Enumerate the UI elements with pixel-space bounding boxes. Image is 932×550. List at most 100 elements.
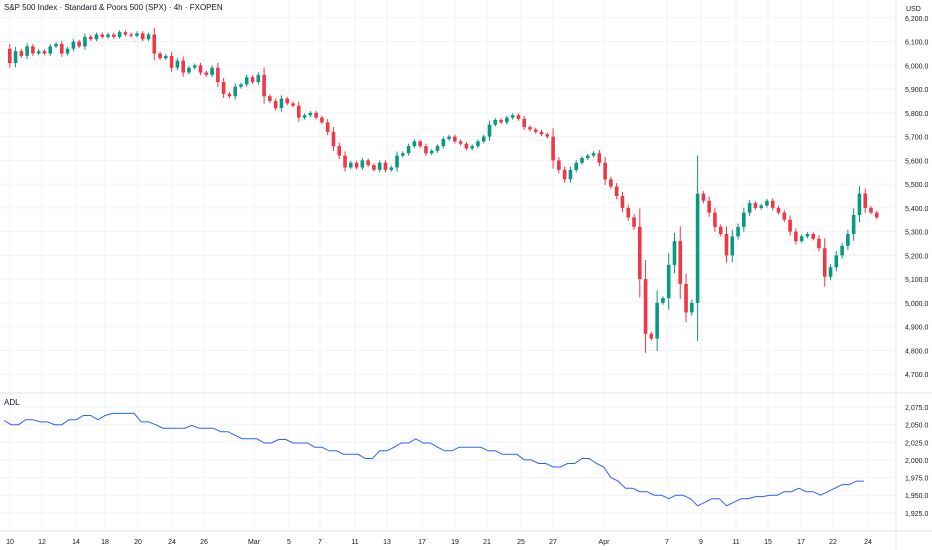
candle-body <box>493 120 498 125</box>
candle-body <box>262 74 266 97</box>
candle-body <box>874 212 879 218</box>
candle-body <box>794 231 798 242</box>
candle-body <box>805 234 810 237</box>
candle-body <box>551 136 555 161</box>
candle-body <box>747 203 752 213</box>
candle-body <box>557 160 561 170</box>
candle-body <box>331 131 336 147</box>
x-tick-label: 12 <box>38 539 46 546</box>
candle-body <box>320 117 324 123</box>
candle-body <box>279 98 284 109</box>
price-tick-label: 6,000.0 <box>905 63 928 70</box>
price-tick-label: 4,700.0 <box>905 372 928 379</box>
x-tick-label: Mar <box>248 539 261 546</box>
candle-body <box>649 333 654 339</box>
currency-label: USD <box>906 6 921 13</box>
candle-body <box>296 105 301 118</box>
candle-body <box>470 146 474 149</box>
adl-tick-label: 1,925.0 <box>905 511 928 518</box>
candle-body <box>545 134 550 137</box>
x-tick-label: 11 <box>732 539 739 546</box>
candle-body <box>164 55 168 59</box>
x-tick-label: 20 <box>134 539 142 546</box>
x-tick-label: 15 <box>764 539 772 546</box>
x-tick-label: 21 <box>483 539 491 546</box>
x-tick-label: 24 <box>864 539 872 546</box>
candle-body <box>401 153 405 156</box>
candle-body <box>505 117 509 123</box>
candle-body <box>250 77 255 82</box>
candle-body <box>528 127 532 130</box>
candle-body <box>828 267 833 277</box>
candle-body <box>638 226 642 280</box>
candle-body <box>591 153 596 156</box>
candle-body <box>822 248 827 277</box>
candle-body <box>846 234 850 246</box>
x-tick-label: 18 <box>101 539 109 546</box>
candle-body <box>343 155 347 168</box>
candle-body <box>210 67 214 75</box>
candle-body <box>325 122 330 132</box>
candle-body <box>580 158 584 163</box>
candle-body <box>568 169 573 180</box>
candle-body <box>204 72 209 75</box>
candle-body <box>187 67 191 73</box>
candle-body <box>435 146 440 151</box>
candle-body <box>533 129 538 132</box>
candle-body <box>256 74 261 82</box>
candle-body <box>655 302 659 339</box>
candle-body <box>603 162 607 180</box>
candle-body <box>730 236 735 256</box>
candle-body <box>441 139 446 147</box>
x-tick-label: 7 <box>318 539 322 546</box>
x-tick-label: 26 <box>200 539 208 546</box>
candle-body <box>360 160 365 168</box>
candle-body <box>851 215 856 234</box>
grid <box>0 0 896 528</box>
price-tick-label: 6,100.0 <box>905 40 928 47</box>
candle-body <box>788 219 792 232</box>
candle-body <box>626 207 631 218</box>
candle-body <box>487 124 492 137</box>
candle-body <box>71 41 76 49</box>
candle-body <box>123 32 128 35</box>
adl-tick-label: 1,975.0 <box>905 476 928 483</box>
candle-body <box>857 193 862 215</box>
candle-body <box>216 67 220 82</box>
candle-body <box>140 33 145 40</box>
candle-body <box>406 146 411 154</box>
candle-body <box>169 55 174 68</box>
x-tick-label: 11 <box>351 539 358 546</box>
candle-body <box>25 46 29 56</box>
price-tick-label: 4,900.0 <box>905 325 928 332</box>
candle-body <box>152 34 157 54</box>
candle-body <box>77 41 81 47</box>
candle-body <box>13 51 18 63</box>
candle-body <box>759 205 763 208</box>
candle-body <box>227 93 232 97</box>
adl-tick-label: 2,025.0 <box>905 440 928 447</box>
candle-body <box>782 212 787 220</box>
candle-body <box>742 212 746 227</box>
candle-body <box>562 169 567 180</box>
chart-title: S&P 500 Index · Standard & Poors 500 (SP… <box>4 3 223 12</box>
candle-body <box>129 34 133 36</box>
x-tick-label: 13 <box>383 539 391 546</box>
candle-body <box>36 51 41 54</box>
candle-body <box>776 207 781 213</box>
price-tick-label: 5,300.0 <box>905 230 928 237</box>
price-tick-label: 5,500.0 <box>905 182 928 189</box>
candle-body <box>863 193 868 208</box>
candle-body <box>869 207 873 213</box>
price-tick-label: 5,600.0 <box>905 158 928 165</box>
candle-body <box>447 136 451 139</box>
candle-body <box>585 155 590 158</box>
candle-body <box>718 226 723 234</box>
candle-body <box>308 112 313 116</box>
candle-body <box>418 141 422 147</box>
candle-body <box>268 96 272 101</box>
candle-body <box>678 241 683 284</box>
candle-body <box>175 60 180 68</box>
price-tick-label: 5,900.0 <box>905 87 928 94</box>
